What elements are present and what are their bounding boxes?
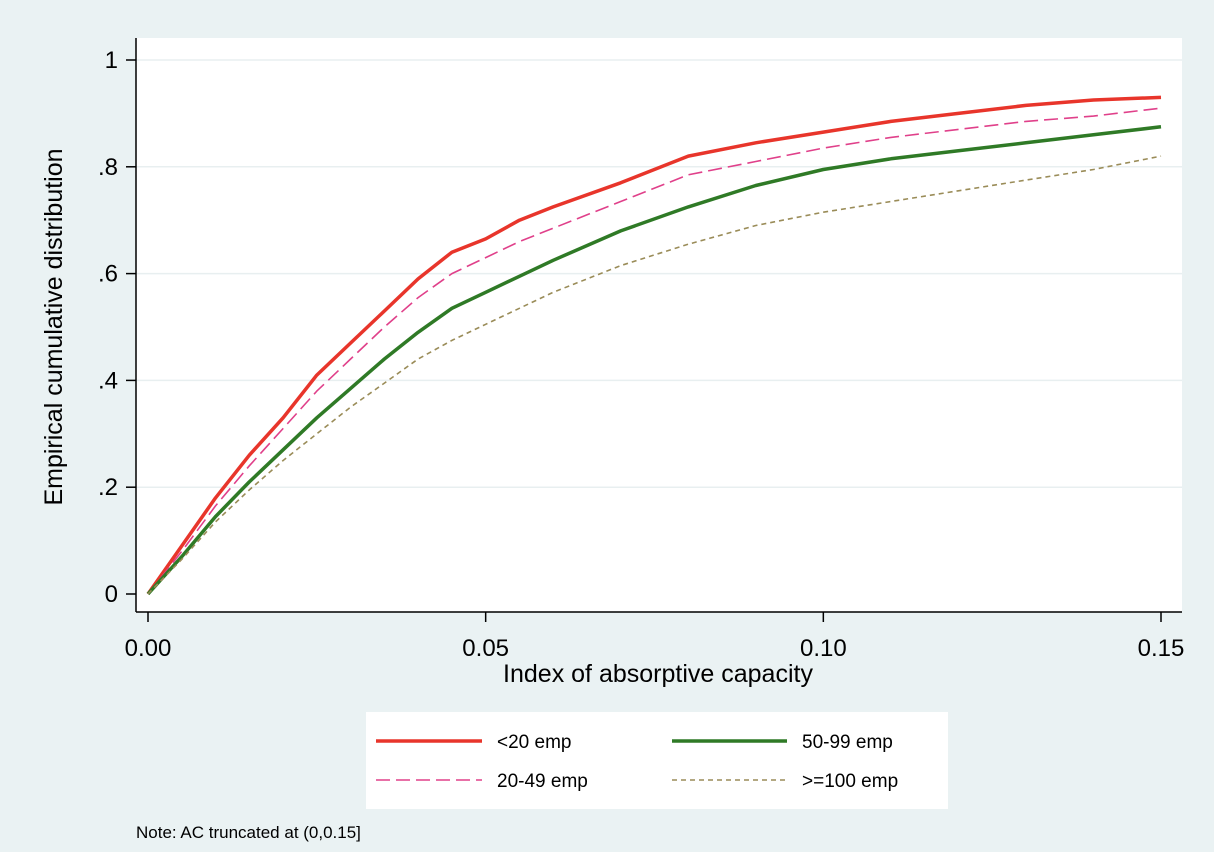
plot-area xyxy=(136,38,1182,612)
series-line-1 xyxy=(147,107,1162,595)
y-tick-label-1: .2 xyxy=(98,474,118,501)
axes xyxy=(135,38,1182,613)
chart-note: Note: AC truncated at (0,0.15] xyxy=(136,823,361,842)
y-tick-label-2: .4 xyxy=(98,367,118,394)
x-tick-label-3: 0.15 xyxy=(1138,635,1185,662)
y-ticks: 0 .2 .4 .6 .8 1 xyxy=(98,47,136,608)
y-tick-label-3: .6 xyxy=(98,261,118,288)
series-line-3 xyxy=(147,155,1162,595)
legend: <20 emp 50-99 emp 20-49 emp >=100 emp xyxy=(376,732,898,792)
y-tick-label-5: 1 xyxy=(105,47,118,74)
series-lines xyxy=(146,95,1162,596)
legend-label-3: >=100 emp xyxy=(802,771,898,792)
y-axis-title: Empirical cumulative distribution xyxy=(40,148,68,505)
x-tick-label-2: 0.10 xyxy=(800,635,847,662)
legend-label-2: 50-99 emp xyxy=(802,732,893,753)
x-tick-label-1: 0.05 xyxy=(462,635,509,662)
x-tick-label-0: 0.00 xyxy=(125,635,172,662)
legend-label-0: <20 emp xyxy=(497,732,571,753)
x-ticks: 0.00 0.05 0.10 0.15 xyxy=(125,612,1185,662)
y-tick-label-0: 0 xyxy=(105,581,118,608)
x-axis-title: Index of absorptive capacity xyxy=(503,660,813,688)
series-line-0 xyxy=(146,95,1162,596)
series-line-2 xyxy=(146,125,1162,596)
legend-label-1: 20-49 emp xyxy=(497,771,588,792)
y-tick-label-4: .8 xyxy=(98,154,118,181)
legend-box xyxy=(366,712,948,809)
